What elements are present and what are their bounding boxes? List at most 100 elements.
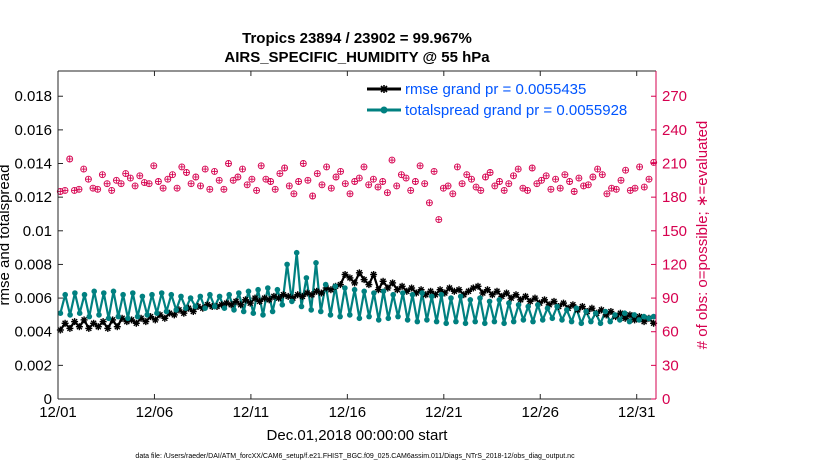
- y-left-tick-label: 0.012: [14, 189, 52, 206]
- spread-point: [245, 288, 252, 295]
- spread-point: [298, 303, 305, 310]
- rmse-point: [503, 289, 510, 297]
- spread-point: [414, 318, 421, 325]
- rmse-point: [365, 281, 373, 289]
- obs-count-point: [570, 188, 578, 195]
- rmse-point: [336, 281, 344, 289]
- spread-point: [207, 291, 213, 298]
- rmse-point: [484, 286, 491, 294]
- spread-point: [631, 312, 638, 318]
- spread-point: [626, 318, 633, 325]
- spread-point: [592, 310, 599, 317]
- rmse-point: [351, 279, 359, 287]
- spread-point: [163, 308, 170, 315]
- rmse-point: [75, 323, 83, 331]
- spread-point: [385, 315, 392, 322]
- spread-point: [101, 290, 107, 296]
- spread-point: [482, 320, 488, 327]
- spread-point: [293, 249, 300, 256]
- rmse-point: [104, 324, 112, 332]
- spread-point: [322, 281, 329, 288]
- obs-count-point: [449, 190, 457, 198]
- spread-point: [265, 285, 271, 291]
- spread-point: [612, 312, 618, 318]
- rmse-point: [493, 287, 501, 295]
- spread-point: [269, 308, 276, 315]
- obs-count-point: [299, 160, 307, 167]
- obs-count-point: [533, 180, 541, 188]
- obs-count-point: [327, 184, 335, 192]
- legend: rmse grand pr = 0.0055435 totalspread gr…: [367, 81, 627, 119]
- y-left-tick-label: 0.016: [14, 122, 52, 139]
- spread-point: [260, 312, 266, 318]
- rmse-point: [251, 294, 259, 302]
- spread-point: [347, 312, 353, 318]
- obs-count-point: [603, 190, 611, 198]
- spread-point: [404, 317, 411, 323]
- rmse-point: [85, 324, 93, 332]
- obs-count-point: [75, 185, 83, 193]
- spread-point: [211, 303, 218, 310]
- spread-point: [559, 317, 565, 323]
- rmse-point: [370, 271, 378, 278]
- obs-count-point: [346, 190, 354, 198]
- rmse-point: [90, 319, 98, 327]
- rmse-point: [246, 299, 254, 307]
- rmse-point: [507, 294, 515, 302]
- obs-count-point: [229, 176, 237, 184]
- legend-rmse-label: rmse grand pr = 0.0055435: [405, 81, 586, 98]
- spread-point: [539, 317, 546, 323]
- obs-count-point: [290, 190, 298, 198]
- spread-point: [356, 315, 363, 322]
- legend-rmse-marker: [380, 85, 388, 93]
- rmse-point: [355, 269, 363, 277]
- spread-point: [327, 312, 334, 318]
- obs-count-point: [500, 186, 508, 194]
- obs-count-point: [178, 163, 186, 171]
- rmse-point: [436, 286, 444, 294]
- rmse-point: [379, 277, 387, 285]
- chart-title-line1: Tropics 23894 / 23902 = 99.967%: [242, 30, 472, 47]
- spread-point: [443, 320, 450, 327]
- spread-point: [650, 313, 657, 320]
- spread-point: [144, 312, 150, 318]
- obs-count-point: [257, 162, 265, 170]
- spread-point: [236, 290, 242, 296]
- spread-point: [361, 288, 368, 295]
- obs-count-point: [552, 175, 560, 183]
- obs-count-point: [542, 172, 550, 180]
- rmse-point: [389, 279, 397, 287]
- x-tick-label: 12/01: [39, 404, 77, 421]
- obs-count-point: [150, 162, 158, 170]
- rmse-point: [232, 297, 240, 305]
- obs-count-point: [215, 176, 223, 184]
- legend-spread-label: totalspread grand pr = 0.0055928: [405, 102, 627, 119]
- x-tick-label: 12/16: [329, 404, 367, 421]
- spread-point: [192, 303, 199, 310]
- obs-count-point: [98, 171, 106, 179]
- spread-point: [125, 315, 131, 322]
- obs-count-point: [285, 182, 293, 190]
- spread-point: [96, 312, 102, 318]
- obs-count-point: [640, 183, 648, 191]
- spread-point: [400, 290, 406, 296]
- spread-point: [453, 318, 459, 325]
- obs-count-point: [561, 171, 569, 179]
- spread-point: [139, 293, 146, 300]
- rmse-point: [465, 287, 472, 295]
- spread-point: [390, 291, 397, 298]
- x-tick-label: 12/21: [425, 404, 463, 421]
- obs-count-point: [598, 171, 606, 179]
- obs-count-point: [514, 165, 522, 173]
- spread-point: [202, 305, 208, 312]
- obs-count-point: [164, 175, 172, 183]
- spread-point: [318, 308, 324, 315]
- rmse-point: [132, 319, 140, 327]
- obs-count-point: [318, 181, 326, 189]
- obs-count-point: [239, 165, 246, 173]
- spread-point: [409, 291, 416, 298]
- obs-count-point: [281, 164, 289, 172]
- spread-point: [375, 317, 382, 323]
- spread-point: [535, 302, 541, 308]
